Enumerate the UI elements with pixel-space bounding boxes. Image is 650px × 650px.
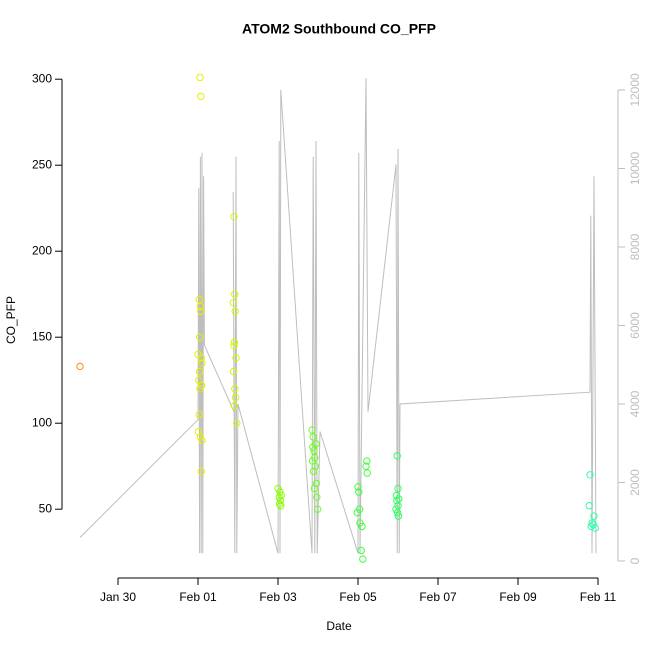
- data-point: [310, 447, 318, 455]
- y-tick-label: 100: [32, 415, 52, 429]
- data-point: [394, 484, 402, 493]
- data-point: [232, 354, 240, 362]
- data-point: [588, 519, 596, 527]
- y-axis-label: CO_PFP: [4, 296, 18, 344]
- y-tick-label: 150: [32, 329, 52, 343]
- chart-title: ATOM2 Southbound CO_PFP: [242, 21, 436, 37]
- x-tick-label: Jan 30: [100, 590, 136, 604]
- data-point: [197, 467, 205, 476]
- y-tick-label: 300: [32, 71, 52, 85]
- data-point: [393, 452, 401, 460]
- data-point: [196, 73, 204, 82]
- data-point: [393, 496, 401, 505]
- data-point: [277, 502, 285, 510]
- data-point: [197, 307, 205, 316]
- data-point: [197, 354, 205, 362]
- x-tick-label: Feb 05: [339, 590, 377, 604]
- data-point: [195, 295, 203, 304]
- x-tick-label: Feb 01: [179, 590, 217, 604]
- x-tick-label: Feb 09: [499, 590, 537, 604]
- data-point: [198, 359, 206, 367]
- data-point: [309, 443, 317, 451]
- data-point: [313, 505, 322, 513]
- data-point: [309, 433, 317, 441]
- data-point: [310, 484, 319, 493]
- data-point: [229, 367, 238, 376]
- y2-tick-label: 8000: [628, 233, 642, 260]
- data-point: [358, 522, 366, 531]
- data-point: [309, 467, 318, 476]
- data-point: [275, 493, 283, 501]
- y-tick-label: 50: [39, 501, 53, 515]
- data-point: [231, 385, 239, 393]
- data-point: [276, 488, 284, 496]
- y2-tick-label: 6000: [628, 312, 642, 339]
- data-point: [230, 402, 239, 410]
- data-point: [276, 496, 285, 505]
- x-tick-label: Feb 03: [259, 590, 297, 604]
- data-point: [311, 462, 319, 470]
- data-point: [194, 428, 203, 436]
- data-point: [231, 290, 239, 298]
- y2-tick-label: 12000: [628, 73, 642, 107]
- data-point: [392, 505, 400, 513]
- data-point: [231, 307, 239, 316]
- data-point: [393, 508, 402, 517]
- data-point: [275, 500, 284, 508]
- data-point: [197, 381, 206, 390]
- x-tick-label: Feb 11: [580, 590, 617, 604]
- data-point: [230, 342, 238, 350]
- data-point: [195, 333, 204, 341]
- data-point: [308, 426, 316, 434]
- x-tick-label: Feb 07: [419, 590, 457, 604]
- data-point: [196, 302, 205, 310]
- data-point: [195, 367, 204, 376]
- data-point: [230, 338, 239, 347]
- data-point: [277, 491, 285, 500]
- data-point: [394, 512, 403, 520]
- data-point: [585, 502, 593, 510]
- data-point: [198, 436, 206, 445]
- data-point: [76, 362, 84, 371]
- data-point: [590, 512, 598, 520]
- data-point: [231, 393, 240, 402]
- data-point: [357, 546, 365, 555]
- y-tick-label: 250: [32, 157, 52, 171]
- data-point: [359, 555, 367, 563]
- data-point: [229, 299, 237, 307]
- y2-tick-label: 2000: [628, 469, 642, 496]
- data-point: [591, 524, 599, 532]
- x-axis-label: Date: [326, 619, 352, 633]
- data-point: [362, 462, 370, 470]
- data-point: [353, 508, 361, 517]
- data-point: [197, 92, 205, 101]
- data-point: [230, 213, 238, 221]
- data-point: [233, 419, 241, 427]
- data-point: [354, 483, 362, 491]
- data-point: [395, 495, 403, 503]
- data-point: [196, 433, 205, 441]
- data-point: [195, 410, 203, 419]
- data-point: [312, 479, 321, 488]
- altitude-line: [79, 78, 597, 554]
- y2-tick-label: 0: [628, 557, 642, 564]
- y-tick-label: 200: [32, 243, 52, 257]
- y2-tick-label: 10000: [628, 151, 642, 185]
- data-point: [363, 469, 371, 477]
- data-point: [196, 385, 204, 393]
- y2-tick-label: 4000: [628, 390, 642, 417]
- data-point: [587, 522, 595, 531]
- data-point: [363, 457, 371, 465]
- data-point: [355, 488, 363, 496]
- data-point: [586, 471, 594, 479]
- data-point: [313, 493, 321, 501]
